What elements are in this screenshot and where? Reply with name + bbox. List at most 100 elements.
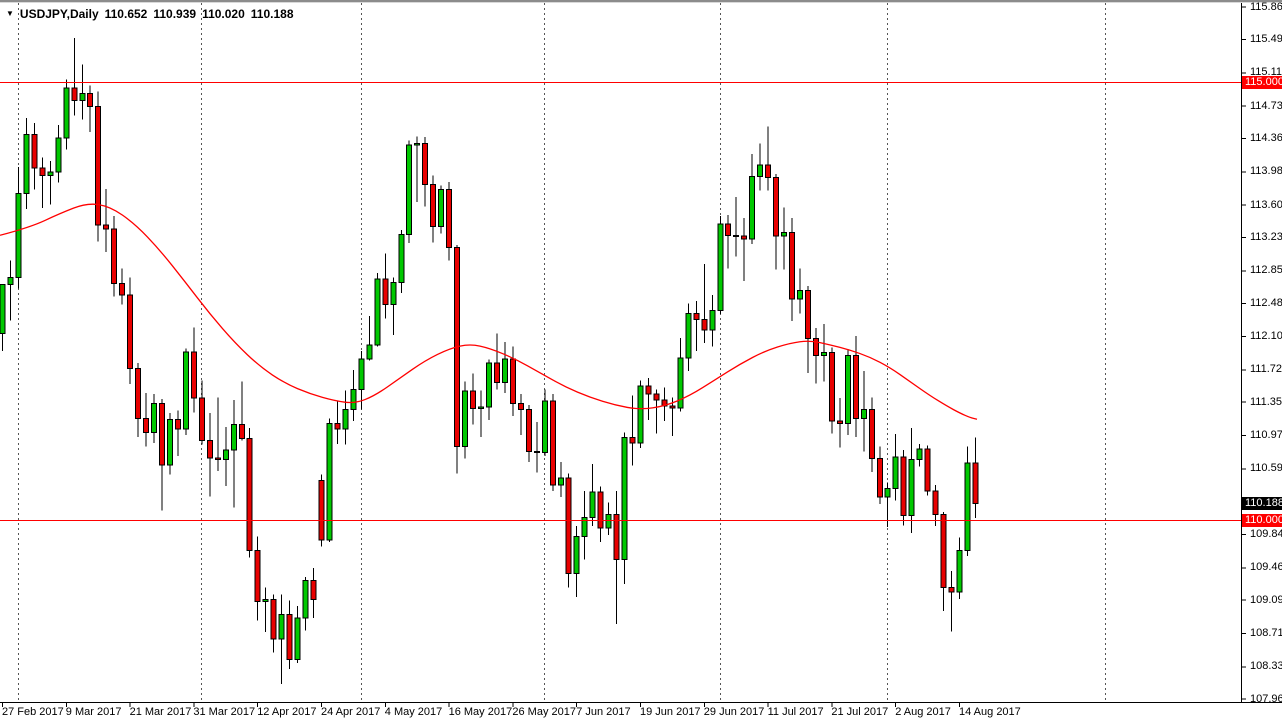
bull-candle [262, 599, 269, 602]
bear-candle [733, 234, 740, 237]
bear-candle [422, 142, 429, 185]
bull-candle [677, 357, 684, 409]
low-value: 110.020 [202, 7, 245, 21]
price-axis-label: 115.490 [1250, 33, 1282, 46]
price-axis-label: 111.350 [1250, 395, 1282, 408]
bull-candle [478, 406, 484, 410]
bear-candle [948, 586, 955, 593]
bull-candle [151, 402, 158, 433]
bear-candle [95, 106, 102, 226]
bull-candle [581, 516, 588, 538]
bear-candle [238, 424, 245, 440]
bear-candle [135, 367, 142, 419]
bear-candle [828, 352, 835, 422]
bear-candle [382, 278, 389, 306]
bull-candle [406, 144, 413, 235]
bear-candle [318, 480, 325, 541]
bull-candle [23, 134, 30, 194]
bear-candle [669, 405, 676, 409]
bull-candle [302, 579, 309, 619]
price-axis-label: 108.330 [1250, 660, 1282, 673]
bull-candle [15, 192, 22, 278]
bull-candle [908, 459, 915, 517]
bull-candle [757, 164, 764, 178]
price-axis-label: 113.230 [1250, 231, 1282, 244]
price-axis-label: 114.360 [1250, 132, 1282, 145]
bull-candle [844, 354, 851, 425]
moving-average-line [0, 203, 978, 420]
bull-candle [749, 176, 756, 240]
price-axis-label: 112.850 [1250, 264, 1282, 277]
date-axis-label: 4 May 2017 [384, 706, 443, 718]
bear-candle [493, 362, 500, 383]
bull-candle [278, 614, 285, 640]
bull-candle [358, 358, 365, 390]
bear-candle [198, 397, 205, 441]
price-axis-label: 114.730 [1250, 99, 1282, 112]
bull-candle [892, 456, 899, 489]
bull-candle [797, 289, 803, 300]
price-axis-label: 109.460 [1250, 561, 1282, 574]
date-axis-label: 14 Aug 2017 [959, 706, 1021, 718]
date-axis-label: 21 Mar 2017 [129, 706, 192, 718]
bull-candle [485, 362, 492, 408]
bear-candle [773, 176, 780, 237]
window-top-border [0, 0, 1282, 2]
bear-candle [613, 514, 620, 560]
bull-candle [956, 550, 963, 593]
bear-candle [653, 393, 660, 401]
price-axis-label: 113.600 [1250, 198, 1282, 211]
bear-candle [430, 183, 437, 228]
bear-candle [701, 318, 708, 331]
price-axis-label: 113.980 [1250, 165, 1282, 178]
bear-candle [446, 189, 453, 249]
bull-candle [63, 87, 70, 139]
bull-candle [589, 491, 596, 518]
bear-candle [270, 599, 277, 640]
bear-candle [533, 451, 540, 454]
bull-candle [182, 351, 189, 430]
bear-candle [143, 417, 150, 433]
chart-header: ▼ USDJPY,Daily 110.652 110.939 110.020 1… [6, 7, 294, 21]
bear-candle [71, 87, 78, 101]
bull-candle [884, 487, 891, 498]
bull-candle [366, 344, 373, 360]
date-axis-label: 12 Apr 2017 [257, 706, 317, 718]
bear-candle [87, 92, 94, 108]
date-axis-label: 19 Jun 2017 [640, 706, 701, 718]
collapse-chart-icon[interactable]: ▼ [6, 9, 14, 18]
bear-candle [254, 550, 261, 602]
date-axis-label: 29 Jun 2017 [703, 706, 765, 718]
date-axis-label: 26 May 2017 [512, 706, 576, 718]
bear-candle [765, 164, 772, 178]
date-axis-label: 21 Jul 2017 [831, 706, 889, 718]
bull-candle [462, 390, 469, 447]
date-axis-label: 11 Jul 2017 [767, 706, 824, 718]
bear-candle [565, 477, 572, 574]
bull-candle [573, 536, 580, 574]
bear-candle [119, 282, 126, 296]
bear-candle [868, 409, 875, 460]
bear-candle [645, 385, 652, 395]
bear-candle [924, 448, 931, 492]
bull-candle [860, 409, 867, 419]
candles [0, 38, 979, 684]
bear-candle [31, 134, 38, 169]
bear-candle [876, 458, 883, 498]
close-value: 110.188 [250, 7, 294, 21]
bear-candle [972, 462, 979, 505]
bear-candle [789, 232, 796, 300]
bull-candle [621, 437, 628, 560]
bear-candle [525, 409, 532, 453]
bear-candle [174, 418, 181, 430]
bull-candle [350, 388, 357, 411]
bear-candle [159, 402, 165, 466]
date-axis-label: 16 May 2017 [448, 706, 513, 718]
price-axis-label: 115.110 [1250, 66, 1282, 79]
current-price-badge: 110.188 [1242, 497, 1282, 510]
window-top-border-highlight [0, 2, 1282, 3]
level-lines[interactable] [0, 82, 1241, 521]
high-value: 110.939 [153, 7, 197, 21]
